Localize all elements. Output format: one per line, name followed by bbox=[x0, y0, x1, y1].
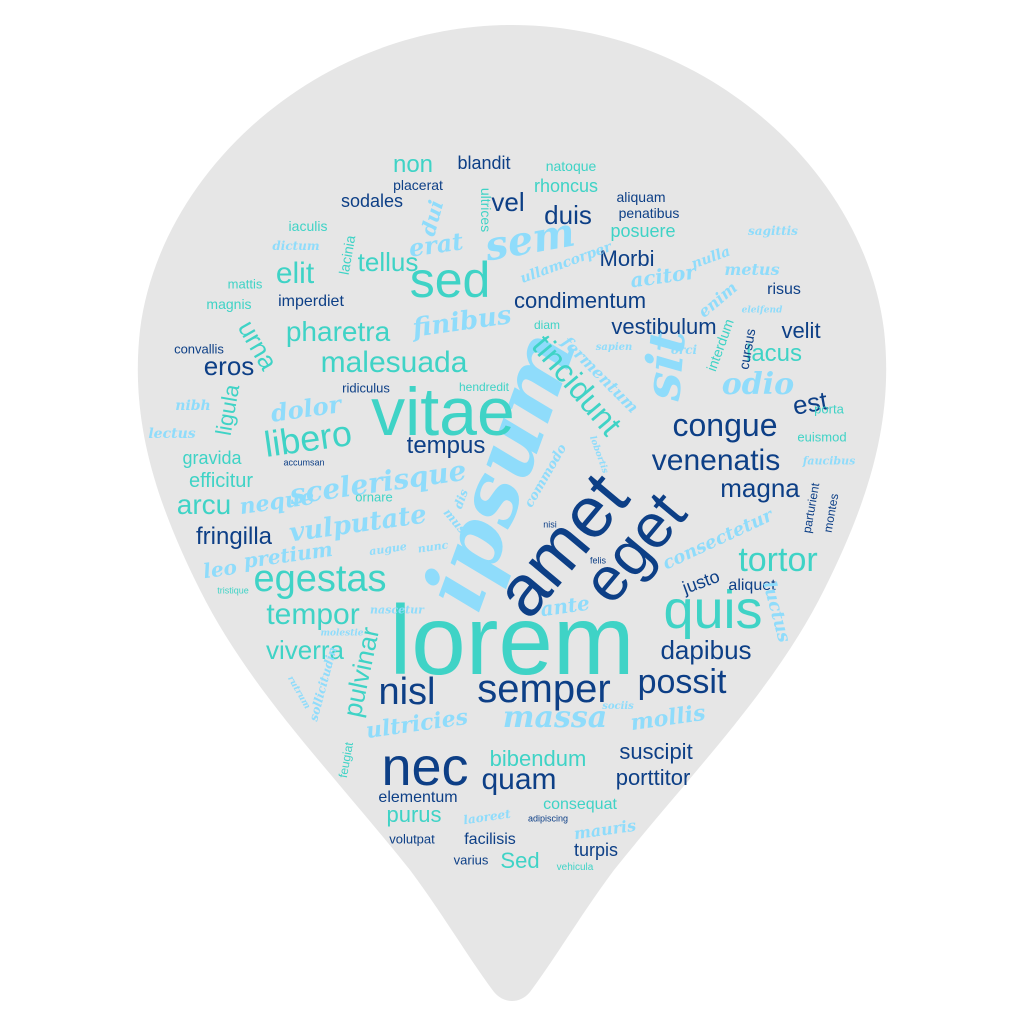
word-quis: quis bbox=[663, 580, 763, 640]
word-ornare: ornare bbox=[355, 489, 393, 505]
word-efficitur: efficitur bbox=[188, 470, 254, 492]
word-metus: metus bbox=[724, 260, 780, 279]
word-leo: leo bbox=[201, 554, 239, 584]
word-orci: orci bbox=[670, 343, 698, 357]
word-natoque: natoque bbox=[545, 158, 597, 174]
word-placerat: placerat bbox=[393, 177, 443, 193]
word-ultrices: ultrices bbox=[478, 187, 494, 233]
word-duis: duis bbox=[544, 200, 592, 230]
word-ante: ante bbox=[538, 590, 592, 622]
word-eleifend: eleifend bbox=[741, 305, 783, 316]
word-turpis: turpis bbox=[573, 840, 619, 860]
word-tortor: tortor bbox=[738, 541, 818, 579]
word-non: non bbox=[392, 151, 434, 178]
word-penatibus: penatibus bbox=[618, 205, 680, 221]
word-porttitor: porttitor bbox=[615, 765, 691, 790]
word-tempus: tempus bbox=[406, 432, 486, 459]
word-eros: eros bbox=[203, 351, 255, 381]
word-convallis: convallis bbox=[174, 341, 224, 357]
word-nec: nec bbox=[381, 737, 469, 797]
word-viverra: viverra bbox=[265, 635, 345, 665]
word-vestibulum: vestibulum bbox=[611, 314, 717, 339]
word-Sed: Sed bbox=[500, 848, 540, 873]
word-fringilla: fringilla bbox=[195, 523, 273, 550]
word-rhoncus: rhoncus bbox=[533, 176, 599, 196]
word-possit: possit bbox=[637, 663, 727, 701]
word-posuere: posuere bbox=[610, 221, 676, 241]
word-volutpat: volutpat bbox=[389, 831, 435, 847]
word-faucibus: faucibus bbox=[802, 454, 856, 468]
word-lectus: lectus bbox=[148, 426, 196, 442]
word-venenatis: venenatis bbox=[651, 444, 781, 477]
word-egestas: egestas bbox=[253, 558, 387, 600]
word-porta: porta bbox=[814, 401, 844, 417]
word-aliquet: aliquet bbox=[728, 577, 776, 594]
word-tristique: tristique bbox=[217, 585, 249, 596]
word-mattis: mattis bbox=[227, 276, 263, 292]
word-bibendum: bibendum bbox=[489, 746, 587, 771]
word-elit: elit bbox=[275, 257, 315, 290]
word-lorem: lorem bbox=[389, 585, 635, 695]
word-nisl: nisl bbox=[378, 671, 436, 713]
word-odio: odio bbox=[721, 367, 795, 402]
word-semper: semper bbox=[477, 667, 611, 711]
word-arcu: arcu bbox=[176, 489, 232, 520]
word-sagittis: sagittis bbox=[748, 224, 798, 238]
word-vehicula: vehicula bbox=[556, 862, 594, 873]
word-sed: sed bbox=[409, 252, 491, 308]
word-imperdiet: imperdiet bbox=[278, 293, 344, 310]
word-magnis: magnis bbox=[206, 296, 252, 312]
word-elementum: elementum bbox=[378, 789, 458, 806]
word-iaculis: iaculis bbox=[288, 218, 328, 234]
word-congue: congue bbox=[672, 407, 778, 443]
word-risus: risus bbox=[767, 281, 801, 298]
word-ridiculus: ridiculus bbox=[342, 380, 390, 396]
word-magna: magna bbox=[720, 473, 800, 503]
word-accumsan: accumsan bbox=[283, 457, 325, 468]
pin-background bbox=[137, 25, 887, 1001]
word-velit: velit bbox=[781, 318, 821, 343]
word-consequat: consequat bbox=[543, 796, 617, 813]
word-blandit: blandit bbox=[457, 153, 511, 173]
word-suscipit: suscipit bbox=[619, 739, 693, 764]
word-lacus: lacus bbox=[745, 340, 803, 367]
word-aliquam: aliquam bbox=[616, 189, 666, 205]
word-nibh: nibh bbox=[175, 398, 211, 414]
word-sociis: sociis bbox=[602, 701, 634, 712]
word-malesuada: malesuada bbox=[320, 346, 468, 379]
word-gravida: gravida bbox=[182, 448, 242, 468]
word-nascetur: nascetur bbox=[370, 603, 424, 617]
word-hendredit: hendredit bbox=[458, 380, 510, 394]
word-nisi: nisi bbox=[543, 519, 557, 530]
word-tellus: tellus bbox=[357, 247, 419, 277]
word-diam: diam bbox=[533, 318, 561, 332]
word-condimentum: condimentum bbox=[513, 288, 647, 313]
word-varius: varius bbox=[453, 852, 489, 868]
word-purus: purus bbox=[386, 802, 442, 827]
word-vitae: vitae bbox=[371, 374, 515, 450]
word-vel: vel bbox=[491, 187, 525, 217]
word-sodales: sodales bbox=[340, 191, 404, 211]
word-facilisis: facilisis bbox=[464, 831, 516, 848]
word-sapien: sapien bbox=[595, 342, 633, 353]
word-euismod: euismod bbox=[797, 429, 847, 445]
word-adipiscing: adipiscing bbox=[527, 813, 569, 824]
word-felis: felis bbox=[589, 555, 607, 566]
word-tempor: tempor bbox=[266, 598, 360, 631]
word-Morbi: Morbi bbox=[599, 246, 655, 271]
word-massa: massa bbox=[502, 700, 608, 735]
word-quam: quam bbox=[481, 763, 557, 796]
word-pharetra: pharetra bbox=[285, 316, 391, 347]
word-molestie: molestie bbox=[320, 628, 364, 639]
word-dictum: dictum bbox=[272, 239, 320, 253]
word-dapibus: dapibus bbox=[660, 635, 752, 665]
